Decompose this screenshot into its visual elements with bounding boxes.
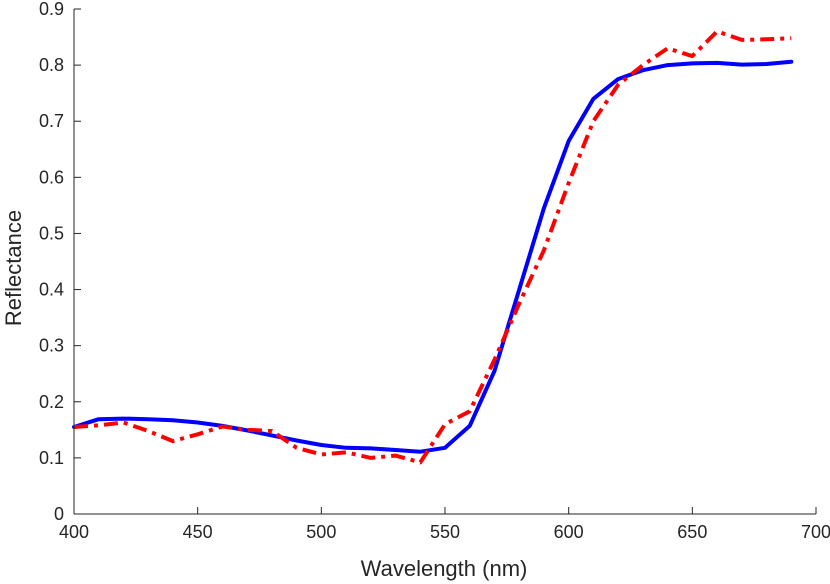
x-tick-label: 500 — [306, 522, 336, 542]
x-tick-label: 550 — [430, 522, 460, 542]
series-2-line — [73, 29, 792, 465]
axes-layer: 400 450 500 550 600 650 700 0 0.1 0.2 0.3 0.4 0.5 0.6… — [39, 0, 830, 542]
x-axis-label: Wavelength (nm) — [361, 556, 528, 581]
y-tick-label: 0.7 — [39, 111, 64, 131]
x-tick-label: 400 — [59, 522, 89, 542]
y-tick-label: 0.5 — [39, 223, 64, 243]
y-tick-label: 0.8 — [39, 55, 64, 75]
y-tick-label: 0.2 — [39, 392, 64, 412]
series-layer — [72, 29, 794, 465]
y-tick-label: 0 — [54, 504, 64, 524]
y-tick-label: 0.4 — [39, 280, 64, 300]
y-tick-label: 0.3 — [39, 336, 64, 356]
x-tick-label: 450 — [183, 522, 213, 542]
y-tick-label: 0.6 — [39, 167, 64, 187]
x-tick-label: 700 — [801, 522, 830, 542]
series-1-line — [72, 59, 794, 454]
y-tick-label: 0.9 — [39, 0, 64, 19]
x-tick-label: 650 — [677, 522, 707, 542]
y-tick-label: 0.1 — [39, 448, 64, 468]
x-tick-label: 600 — [554, 522, 584, 542]
y-axis-label: Reflectance — [1, 210, 26, 326]
